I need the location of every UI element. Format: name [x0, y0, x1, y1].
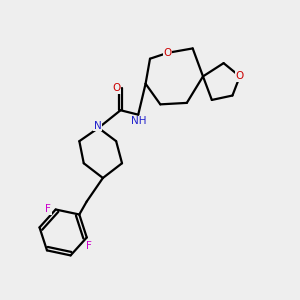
- Text: F: F: [86, 241, 92, 251]
- Text: N: N: [94, 121, 102, 130]
- Text: O: O: [112, 83, 120, 93]
- Text: NH: NH: [131, 116, 147, 126]
- Text: F: F: [45, 205, 51, 214]
- Text: O: O: [164, 48, 172, 58]
- Text: O: O: [236, 71, 244, 81]
